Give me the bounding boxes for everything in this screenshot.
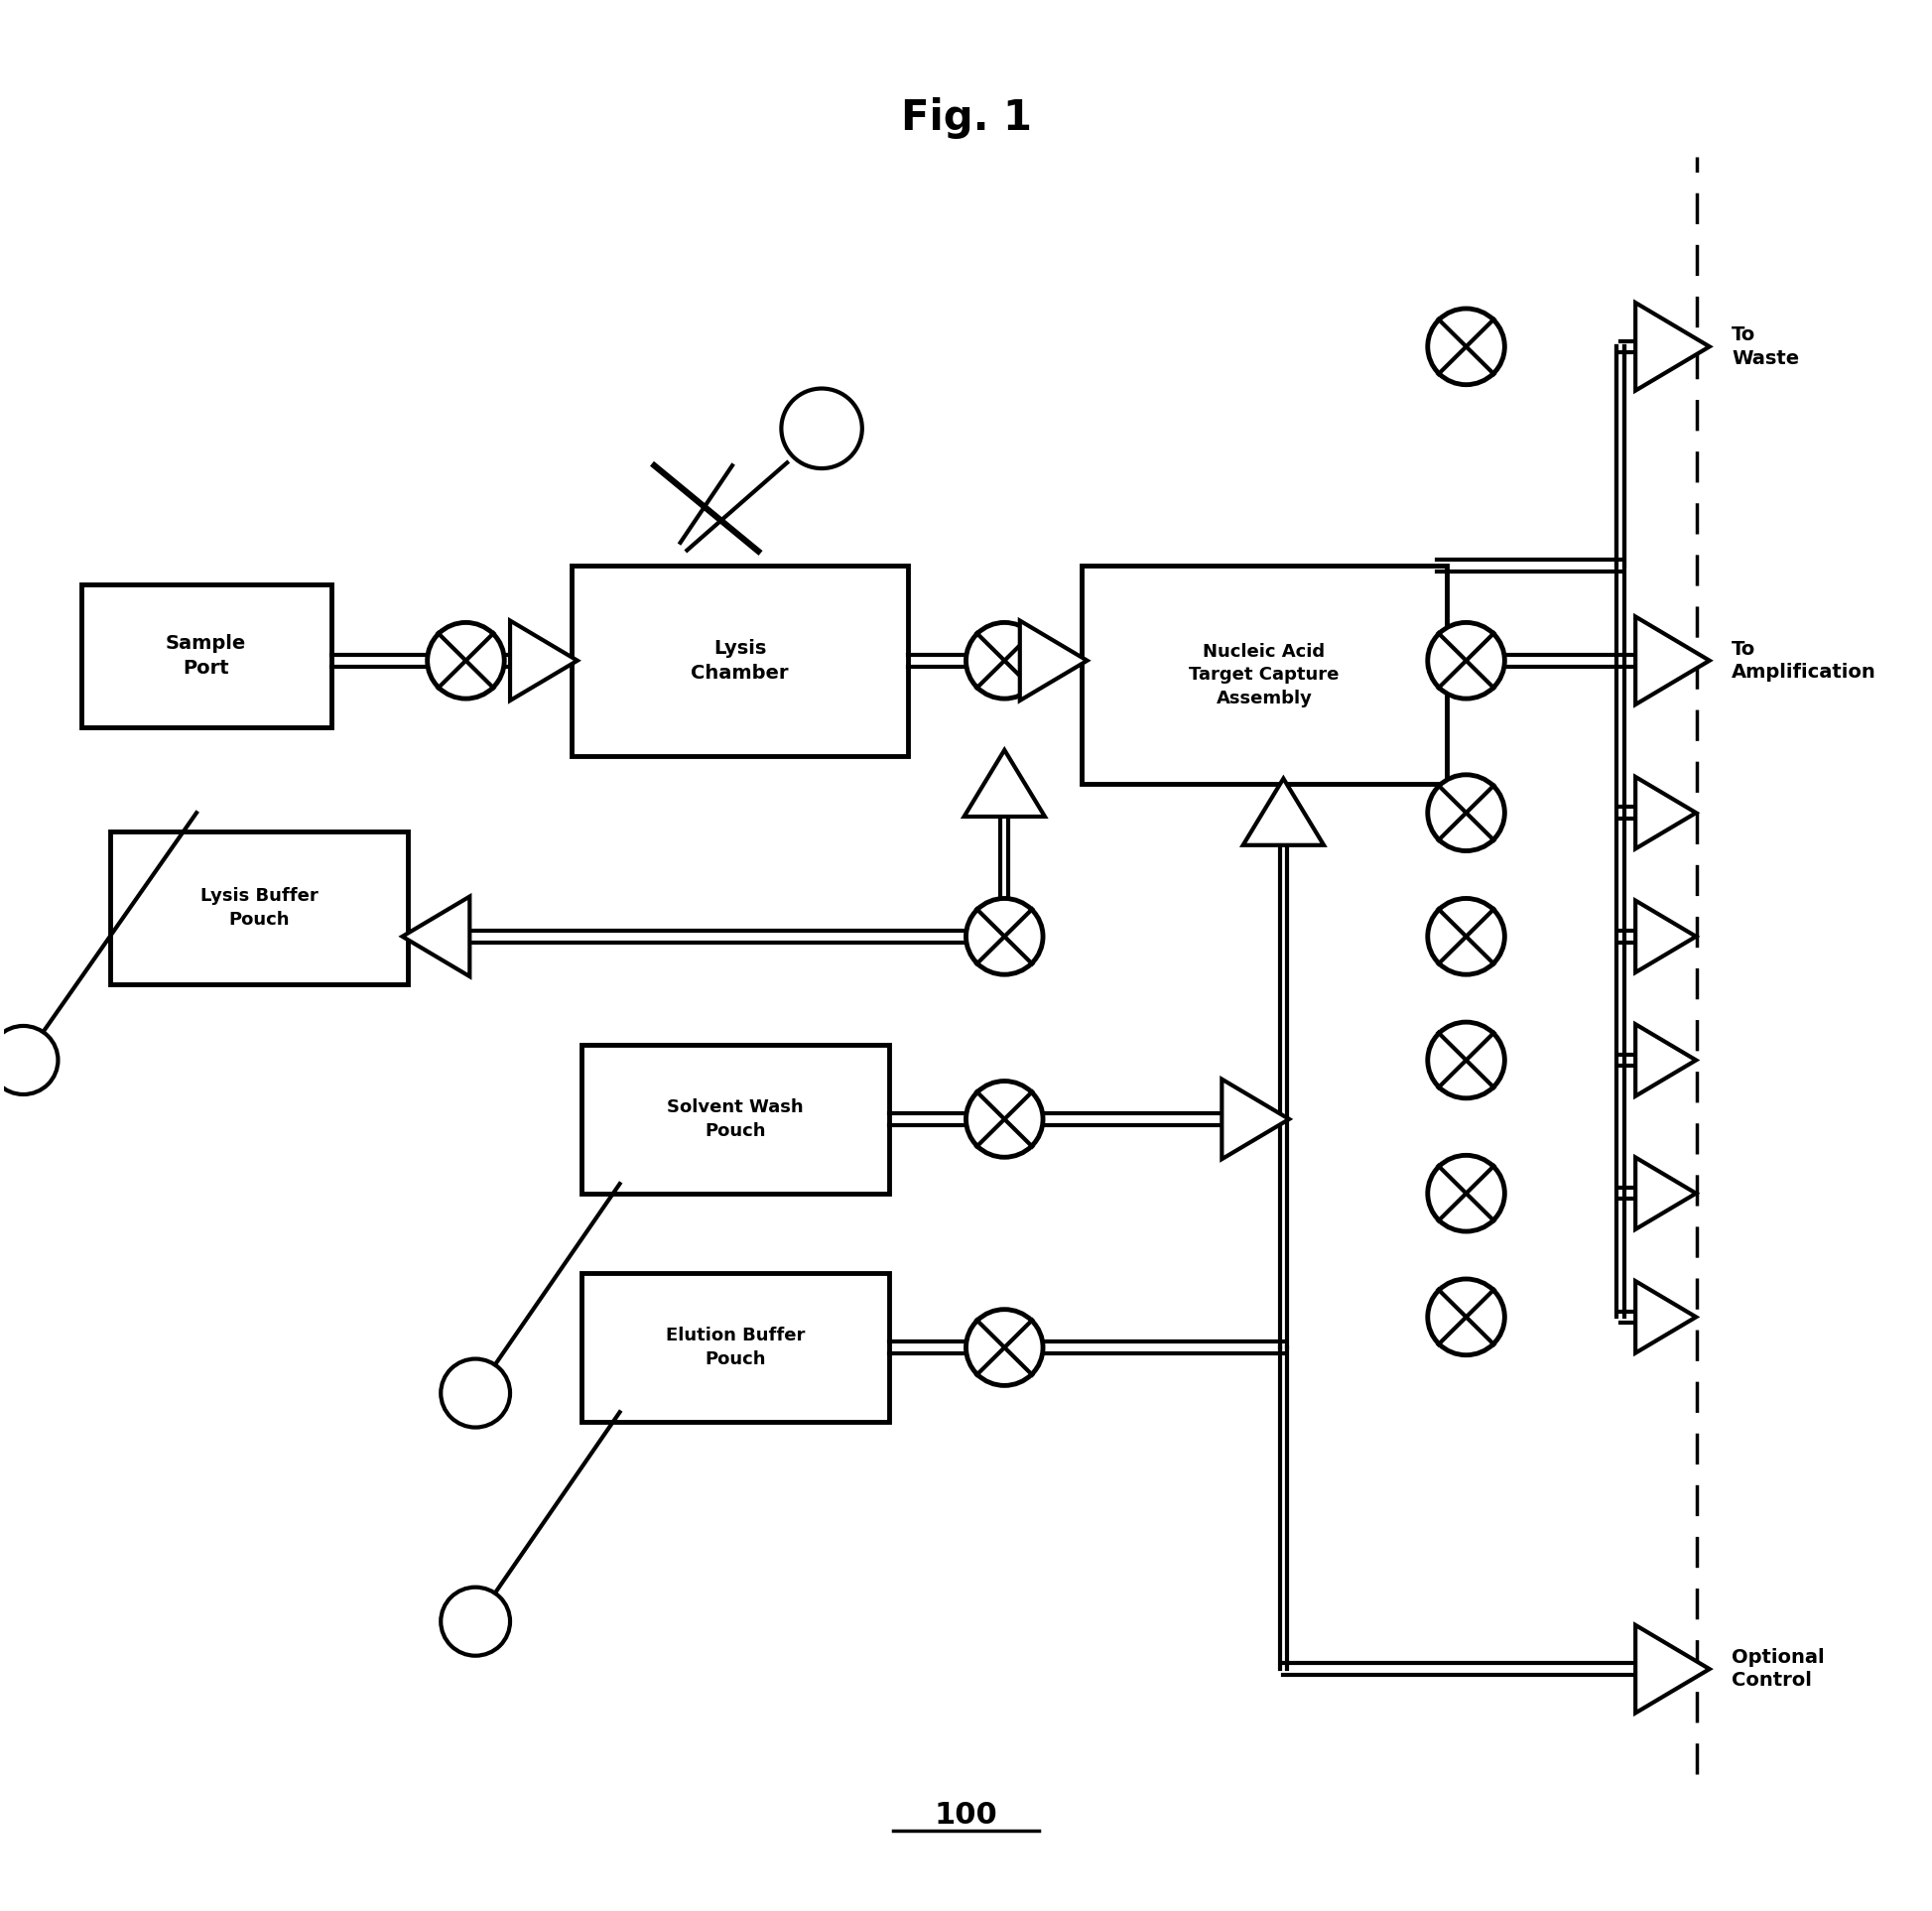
Circle shape [1428,1022,1505,1099]
Polygon shape [510,621,578,701]
Bar [110,831,408,984]
Circle shape [966,1082,1043,1158]
Circle shape [1428,623,1505,699]
Circle shape [1428,898,1505,975]
Text: Fig. 1: Fig. 1 [900,97,1032,140]
Text: Sample
Port: Sample Port [166,634,247,678]
Polygon shape [1636,1158,1696,1229]
Polygon shape [1636,617,1710,705]
Bar [582,1045,889,1192]
Text: 100: 100 [935,1802,997,1831]
Polygon shape [1636,1024,1696,1097]
Circle shape [427,623,504,699]
Circle shape [1428,308,1505,384]
Polygon shape [1636,1280,1696,1353]
Text: Lysis Buffer
Pouch: Lysis Buffer Pouch [201,887,319,929]
Circle shape [1428,774,1505,850]
Text: To
Waste: To Waste [1731,325,1799,367]
Text: Nucleic Acid
Target Capture
Assembly: Nucleic Acid Target Capture Assembly [1188,642,1339,707]
Circle shape [440,1588,510,1655]
Text: Lysis
Chamber: Lysis Chamber [692,638,788,682]
Text: Solvent Wash
Pouch: Solvent Wash Pouch [667,1099,804,1139]
Circle shape [966,623,1043,699]
Circle shape [781,388,862,468]
Polygon shape [1636,900,1696,973]
Circle shape [1428,1156,1505,1231]
Bar [1082,566,1447,784]
Polygon shape [1242,778,1323,845]
Polygon shape [964,749,1045,816]
Circle shape [966,898,1043,975]
Circle shape [440,1359,510,1428]
Polygon shape [1221,1080,1289,1160]
Polygon shape [1636,1624,1710,1712]
Polygon shape [1636,778,1696,848]
Circle shape [1428,1278,1505,1355]
Text: Optional
Control: Optional Control [1731,1647,1824,1689]
Circle shape [0,1026,58,1095]
Polygon shape [1020,621,1088,701]
Polygon shape [402,896,469,977]
Bar [81,585,330,728]
Text: To
Amplification: To Amplification [1731,640,1876,682]
Bar [572,566,908,755]
Polygon shape [1636,302,1710,390]
Bar [582,1273,889,1422]
Text: Elution Buffer
Pouch: Elution Buffer Pouch [665,1326,806,1368]
Circle shape [966,1309,1043,1385]
